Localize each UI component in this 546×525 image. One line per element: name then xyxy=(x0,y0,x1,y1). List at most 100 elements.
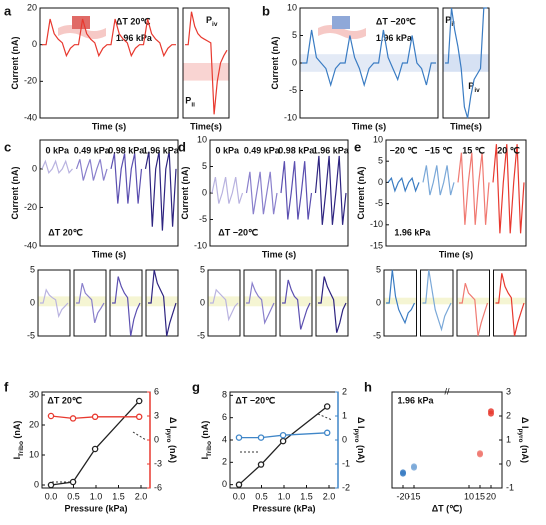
plot-frame xyxy=(385,139,527,247)
y-tick-label: 6 xyxy=(222,412,227,422)
shaded-band xyxy=(38,296,70,307)
y-axis-label: Current (nA) xyxy=(10,37,20,90)
y-tick-label: 5 xyxy=(376,264,381,274)
y-tick-label: -5 xyxy=(27,330,35,340)
y-tick-label: -5 xyxy=(199,214,207,224)
annotation: 1.96 kPa xyxy=(394,228,431,238)
series-label: −15 ℃ xyxy=(425,145,453,155)
zoom-frame xyxy=(279,269,313,337)
y-tick-label: -1 xyxy=(506,482,514,492)
panel-letter: e xyxy=(354,139,361,154)
y-tick-label: -5 xyxy=(197,330,205,340)
shaded-band xyxy=(244,296,276,307)
annotation: 1.96 kPa xyxy=(376,33,413,43)
y-tick-label: -20 xyxy=(24,76,37,86)
trace xyxy=(144,151,177,231)
point xyxy=(323,403,331,410)
subscript: Tribo xyxy=(18,441,25,457)
series-line xyxy=(50,400,140,486)
subscript: pyro xyxy=(165,428,172,442)
x-tick-label: -15 xyxy=(407,491,420,501)
y-tick-label: 3 xyxy=(506,386,511,396)
y-tick-label: 0 xyxy=(506,458,511,468)
text-part: Current (nA) xyxy=(10,37,20,90)
series-line xyxy=(238,405,328,486)
zoom-frame xyxy=(207,269,241,337)
text-part: Current (nA) xyxy=(10,167,20,220)
point xyxy=(69,478,77,486)
text-part: 1.96 kPa xyxy=(116,33,153,43)
plot-frame xyxy=(39,7,179,119)
y-tick-label: 30 xyxy=(29,389,39,399)
text-part: ΔT −20℃ xyxy=(218,228,258,238)
series-line xyxy=(239,432,328,439)
trace xyxy=(210,288,239,322)
cooler-icon xyxy=(318,16,366,39)
point xyxy=(323,429,331,437)
y-tick-label: 0 xyxy=(202,187,207,197)
text-part: Δ I xyxy=(520,417,530,428)
point xyxy=(91,413,99,421)
text-part: (nA) xyxy=(200,421,210,442)
x-tick-label: 1.0 xyxy=(278,491,291,501)
trace xyxy=(148,269,177,337)
heater-icon xyxy=(58,16,106,39)
y2-tick-label: 2 xyxy=(342,386,347,396)
series-label: 20 ℃ xyxy=(497,145,520,155)
trace xyxy=(75,159,108,181)
zoom-frame xyxy=(456,269,490,337)
zoom-frame xyxy=(315,269,349,337)
x-tick-label: 2.0 xyxy=(135,491,148,501)
y-tick-label: 5 xyxy=(378,156,383,166)
point xyxy=(279,431,287,439)
trace xyxy=(42,18,176,58)
subscript: ii xyxy=(451,21,455,28)
trace xyxy=(110,153,143,204)
panel-letter: d xyxy=(178,139,186,154)
trace xyxy=(245,171,278,215)
subscript: pyro xyxy=(353,428,360,442)
series-label: 1.96 kPa xyxy=(143,145,180,155)
point xyxy=(135,397,143,405)
y-tick-label: -5 xyxy=(289,85,297,95)
y-tick-label: -15 xyxy=(370,240,383,250)
y-tick-label: -10 xyxy=(370,219,383,229)
annotation: ΔT 20℃ xyxy=(48,228,83,238)
y-axis-label: Current (nA) xyxy=(270,37,280,90)
x-axis-label: Pressure (kPa) xyxy=(64,503,127,513)
arrow-hint xyxy=(317,413,333,421)
y-tick-label: 20 xyxy=(27,2,37,12)
y2-axis-label: Δ Ipyro (nA) xyxy=(517,417,530,463)
y2-axis-label: Δ Ipyro (nA) xyxy=(353,417,366,463)
y2-tick-label: -1 xyxy=(342,458,350,468)
zoom-frame xyxy=(73,269,107,337)
y-tick-label: 2 xyxy=(506,410,511,420)
subscript: Tribo xyxy=(206,441,213,457)
trace xyxy=(386,269,416,325)
y-tick-label: 0 xyxy=(32,39,37,49)
text-part: (nA) xyxy=(12,421,22,442)
trace xyxy=(422,269,452,332)
text-part: P xyxy=(445,16,451,26)
panel-letter: c xyxy=(4,139,11,154)
y2-tick-label: -2 xyxy=(342,482,350,492)
y-tick-label: -40 xyxy=(24,240,37,250)
shaded-band xyxy=(384,297,417,305)
shaded-band xyxy=(493,297,526,305)
trace xyxy=(459,283,489,337)
point xyxy=(69,415,77,422)
shaded-band xyxy=(443,54,489,72)
subscript: ii xyxy=(191,102,195,109)
x-tick-label: 20 xyxy=(486,491,496,501)
x-tick-label: 2.0 xyxy=(323,491,336,501)
y-axis-label: Current (nA) xyxy=(10,167,20,220)
point xyxy=(235,434,243,441)
y-tick-label: 20 xyxy=(29,419,39,429)
subscript: iv xyxy=(212,21,218,28)
y-tick-label: 0 xyxy=(378,177,383,187)
point xyxy=(47,412,55,420)
plot-frame xyxy=(182,7,230,119)
point xyxy=(257,434,265,441)
y2-tick-label: -3 xyxy=(154,458,162,468)
